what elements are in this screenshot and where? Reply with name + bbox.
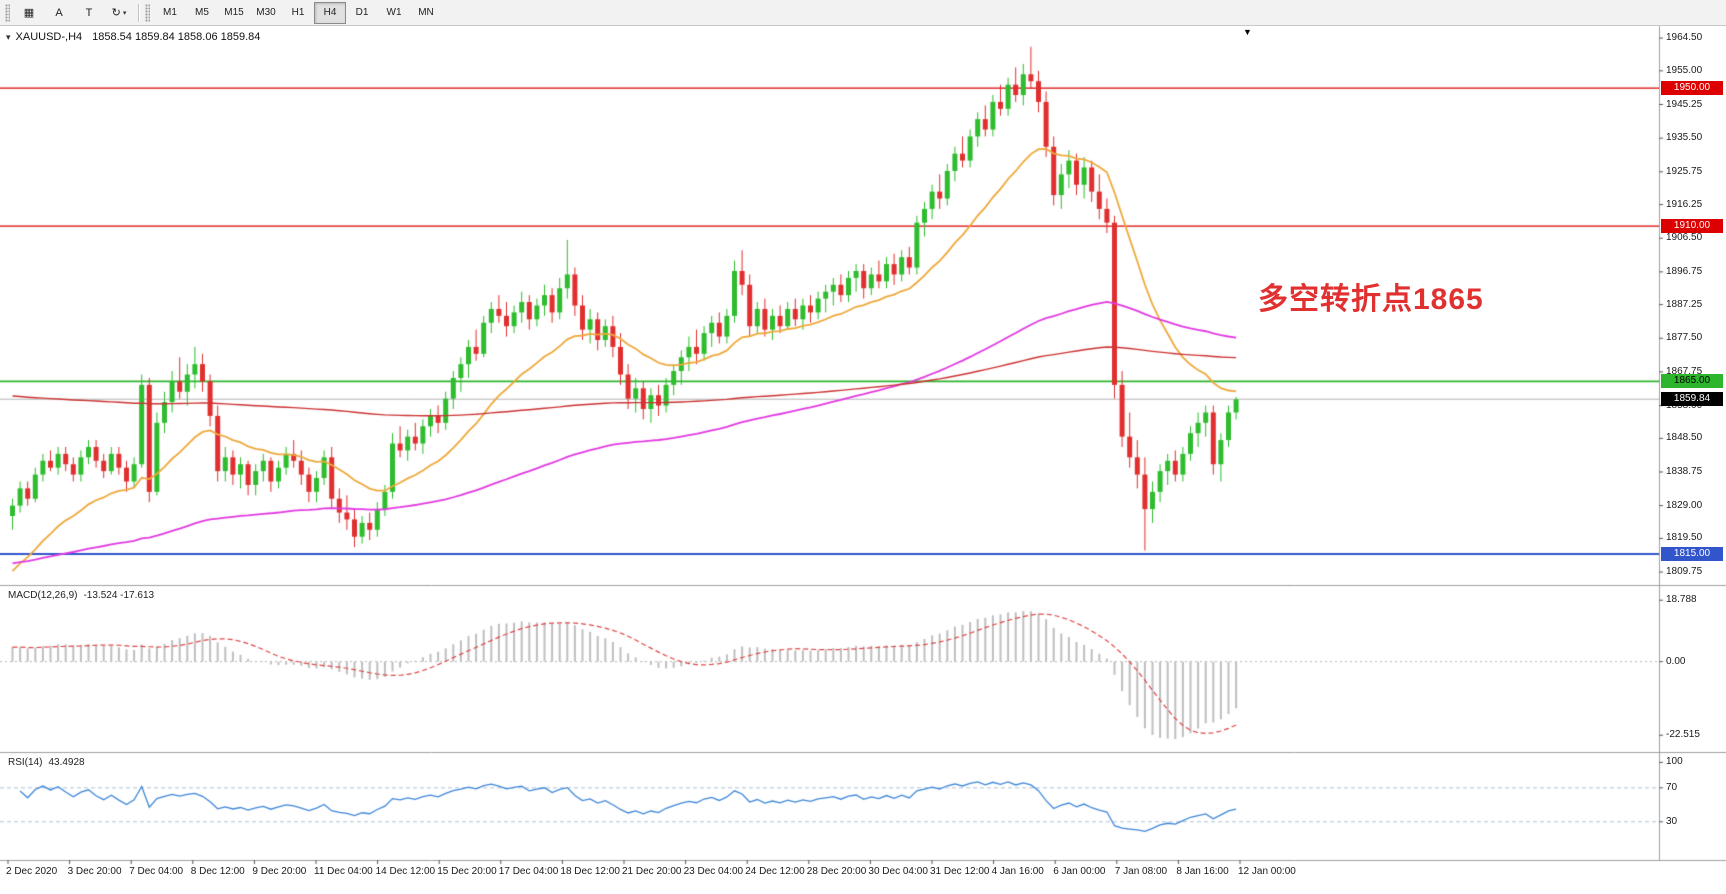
time-axis-label: 24 Dec 12:00 xyxy=(745,866,805,877)
time-axis-label: 7 Jan 08:00 xyxy=(1114,866,1168,877)
price-axis-tick: 1925.75 xyxy=(1666,166,1703,177)
time-axis-label: 8 Dec 12:00 xyxy=(190,866,245,877)
dropdown-caret-icon: ▾ xyxy=(122,9,127,17)
time-axis-label: 18 Dec 12:00 xyxy=(560,866,620,877)
timeframe-m30-button[interactable]: M30 xyxy=(256,7,276,18)
macd-axis-tick: 0.00 xyxy=(1666,656,1686,667)
timeframe-toolbar-drag-handle[interactable] xyxy=(145,3,150,22)
price-axis-tick: 1867.75 xyxy=(1666,366,1703,377)
price-axis-tick: 1896.75 xyxy=(1666,266,1703,277)
time-axis-label: 21 Dec 20:00 xyxy=(622,866,682,877)
time-axis-label: 23 Dec 04:00 xyxy=(683,866,744,877)
insert-text-t-icon: T xyxy=(85,6,93,19)
macd-values: -13.524 -17.613 xyxy=(83,590,155,601)
macd-indicator-label: MACD(12,26,9) -13.524 -17.613 xyxy=(8,590,154,601)
price-axis-tick: 1819.50 xyxy=(1666,532,1703,543)
insert-text-t-button[interactable]: T xyxy=(74,2,104,24)
time-axis-label: 28 Dec 20:00 xyxy=(806,866,867,877)
insert-text-a-button[interactable]: A xyxy=(44,2,74,24)
chart-header: ▾ XAUUSD-,H4 1858.54 1859.84 1858.06 1859.… xyxy=(6,31,260,43)
hline-price-badge: 1865.00 xyxy=(1661,374,1723,388)
macd-axis-tick: -22.515 xyxy=(1666,729,1700,740)
timeframe-m1-button[interactable]: M1 xyxy=(163,7,177,18)
chart-symbol-label: XAUUSD-,H4 xyxy=(15,31,83,43)
toolbar: ▦ A T ↻ ▾ M1 M5 M15 M30 H1 H4 D1 W1 MN xyxy=(0,0,1726,26)
macd-name: MACD(12,26,9) xyxy=(8,590,78,601)
time-axis-label: 31 Dec 12:00 xyxy=(930,866,990,877)
rsi-name: RSI(14) xyxy=(8,757,43,768)
insert-text-a-icon: A xyxy=(55,6,63,19)
price-axis-tick: 1838.75 xyxy=(1666,466,1703,477)
price-axis-tick: 1955.00 xyxy=(1666,65,1703,76)
collapse-chart-icon[interactable]: ▾ xyxy=(6,32,11,42)
rsi-value: 43.4928 xyxy=(48,757,85,768)
time-axis-label: 4 Jan 16:00 xyxy=(991,866,1044,877)
time-axis-label: 12 Jan 00:00 xyxy=(1238,866,1296,877)
chart-shift-marker[interactable]: ▼ xyxy=(1243,27,1252,37)
timeframe-h1-button[interactable]: H1 xyxy=(291,7,305,18)
rsi-axis-tick: 100 xyxy=(1666,756,1683,767)
price-axis-tick: 1887.25 xyxy=(1666,299,1703,310)
rsi-indicator-label: RSI(14) 43.4928 xyxy=(8,757,85,768)
time-axis-label: 7 Dec 04:00 xyxy=(129,866,184,877)
timeframe-toolbar: M1 M5 M15 M30 H1 H4 D1 W1 MN xyxy=(154,1,442,24)
chart-grid-button[interactable]: ▦ xyxy=(14,2,44,24)
price-axis-tick: 1809.75 xyxy=(1666,566,1703,577)
toolbar-drag-handle[interactable] xyxy=(5,3,10,22)
chart-ohlc-values: 1858.54 1859.84 1858.06 1859.84 xyxy=(92,31,261,43)
toolbar-separator xyxy=(138,3,140,22)
timeframe-m5-button[interactable]: M5 xyxy=(195,7,209,18)
rsi-axis-tick: 70 xyxy=(1666,782,1678,793)
macd-axis-tick: 18.788 xyxy=(1666,594,1697,605)
timeframe-mn-button[interactable]: MN xyxy=(418,7,434,18)
time-axis-label: 30 Dec 04:00 xyxy=(868,866,928,877)
price-axis-tick: 1964.50 xyxy=(1666,32,1703,43)
time-axis-label: 14 Dec 12:00 xyxy=(375,866,436,877)
price-axis-tick: 1916.25 xyxy=(1666,199,1703,210)
time-axis-label: 15 Dec 20:00 xyxy=(437,866,497,877)
price-axis-tick: 1877.50 xyxy=(1666,332,1703,343)
current-price-badge: 1859.84 xyxy=(1661,392,1723,406)
time-axis-label: 17 Dec 04:00 xyxy=(498,866,559,877)
refresh-dropdown-icon: ↻ xyxy=(111,7,121,19)
refresh-dropdown-button[interactable]: ↻ ▾ xyxy=(104,2,134,24)
toolbar-left-group: ▦ A T ↻ ▾ xyxy=(14,2,134,24)
chart-grid-icon: ▦ xyxy=(23,7,35,19)
time-axis-label: 11 Dec 04:00 xyxy=(314,866,373,877)
hline-price-badge: 1910.00 xyxy=(1661,219,1723,233)
chart-annotation: 多空转折点1865 xyxy=(1258,283,1484,316)
timeframe-m15-button[interactable]: M15 xyxy=(224,7,244,18)
hline-price-badge: 1950.00 xyxy=(1661,81,1723,95)
timeframe-h4-button[interactable]: H4 xyxy=(314,1,346,24)
time-axis-label: 2 Dec 2020 xyxy=(6,866,58,877)
price-axis-tick: 1848.50 xyxy=(1666,432,1703,443)
price-axis-tick: 1906.50 xyxy=(1666,232,1703,243)
time-axis-label: 3 Dec 20:00 xyxy=(67,866,122,877)
time-axis-label: 9 Dec 20:00 xyxy=(252,866,307,877)
rsi-axis-tick: 30 xyxy=(1666,816,1678,827)
hline-price-badge: 1815.00 xyxy=(1661,547,1723,561)
price-axis-tick: 1829.00 xyxy=(1666,500,1703,511)
time-axis-label: 6 Jan 00:00 xyxy=(1053,866,1106,877)
timeframe-d1-button[interactable]: D1 xyxy=(355,7,369,18)
time-axis-label: 8 Jan 16:00 xyxy=(1176,866,1229,877)
price-axis-tick: 1935.50 xyxy=(1666,132,1703,143)
timeframe-w1-button[interactable]: W1 xyxy=(386,7,402,18)
price-axis-tick: 1945.25 xyxy=(1666,99,1703,110)
